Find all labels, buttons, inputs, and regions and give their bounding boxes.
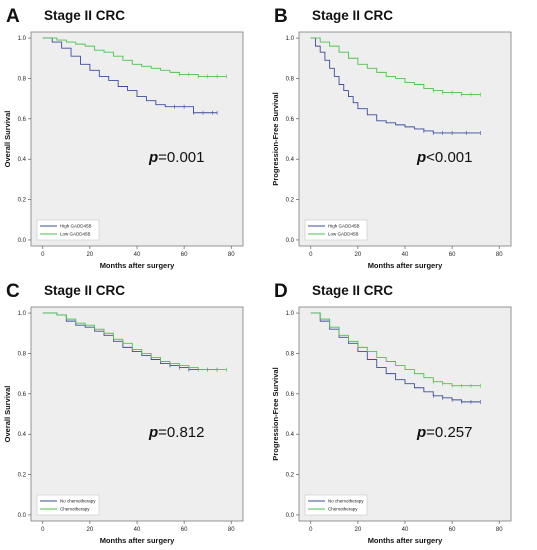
y-axis-label: Progression-Free Survival <box>271 367 280 460</box>
series-line-1 <box>42 37 218 114</box>
x-tick-label: 40 <box>134 527 141 533</box>
y-tick-label: 1.0 <box>286 36 295 42</box>
x-tick-label: 60 <box>181 252 188 258</box>
y-tick-label: 0.6 <box>286 392 295 398</box>
y-tick-label: 0.6 <box>18 392 27 398</box>
km-chart-a: A Stage II CRC 0.0 0.2 0.4 0.6 0.8 1.0 0 20 40 60 80… <box>3 6 244 270</box>
p-value-symbol: p <box>148 149 158 166</box>
x-tick-label: 40 <box>402 252 409 258</box>
x-tick-label: 40 <box>134 252 141 258</box>
panel-c: C Stage II CRC 0.0 0.2 0.4 0.6 0.8 1.0 0 20 40 60 80… <box>0 275 268 550</box>
y-axis-label: Overall Survival <box>3 111 12 168</box>
x-tick-label: 60 <box>449 527 456 533</box>
x-tick-label: 20 <box>355 252 362 258</box>
legend-label: High GADD45B <box>328 224 360 229</box>
legend-box <box>304 219 368 241</box>
y-tick-label: 0.0 <box>286 238 295 244</box>
y-tick-label: 0.4 <box>286 432 295 438</box>
plot-area <box>30 306 244 522</box>
y-tick-label: 0.2 <box>18 198 27 204</box>
p-value-number: =0.001 <box>158 149 204 166</box>
p-value: p=0.812 <box>148 424 204 441</box>
x-tick-label: 80 <box>496 527 503 533</box>
panel-letter: C <box>6 281 20 302</box>
y-tick-label: 0.0 <box>286 513 295 519</box>
y-tick-label: 0.6 <box>18 117 27 123</box>
y-tick-label: 0.2 <box>18 473 27 479</box>
plot-area <box>30 31 244 247</box>
legend-label: No chemotherapy <box>328 499 364 504</box>
panel-b: B Stage II CRC 0.0 0.2 0.4 0.6 0.8 1.0 0 20 40 60 80… <box>268 0 536 275</box>
chart-title: Stage II CRC <box>312 283 393 298</box>
plot-area <box>298 306 512 522</box>
legend-label: High GADD45B <box>60 224 92 229</box>
panel-letter: B <box>274 6 288 27</box>
y-tick-label: 0.8 <box>286 76 295 82</box>
y-tick-label: 0.8 <box>18 76 27 82</box>
p-value: p=0.001 <box>148 149 204 166</box>
legend-label: No chemotherapy <box>60 499 96 504</box>
y-tick-label: 0.2 <box>286 473 295 479</box>
panel-letter: D <box>274 281 288 302</box>
legend-label: Low GADD45B <box>328 232 359 237</box>
x-tick-label: 20 <box>87 527 94 533</box>
p-value-number: =0.257 <box>426 424 472 441</box>
legend-box <box>304 494 368 516</box>
y-tick-label: 0.4 <box>18 432 27 438</box>
y-tick-label: 1.0 <box>18 36 27 42</box>
x-tick-label: 0 <box>41 252 45 258</box>
legend-box <box>36 219 100 241</box>
x-axis-label: Months after surgery <box>368 536 443 545</box>
legend-label: Chemotherapy <box>328 507 358 512</box>
chart-title: Stage II CRC <box>312 8 393 23</box>
x-tick-label: 40 <box>402 527 409 533</box>
x-tick-label: 0 <box>309 252 313 258</box>
p-value-symbol: p <box>416 424 426 441</box>
x-tick-label: 20 <box>355 527 362 533</box>
panel-d: D Stage II CRC 0.0 0.2 0.4 0.6 0.8 1.0 0 20 40 60 80… <box>268 275 536 550</box>
y-tick-label: 0.8 <box>18 351 27 357</box>
x-tick-label: 0 <box>41 527 45 533</box>
legend-label: Chemotherapy <box>60 507 90 512</box>
y-tick-label: 0.0 <box>18 513 27 519</box>
y-axis-label: Progression-Free Survival <box>271 92 280 185</box>
p-value: p=0.257 <box>416 424 472 441</box>
chart-title: Stage II CRC <box>44 283 125 298</box>
y-axis-label: Overall Survival <box>3 386 12 443</box>
p-value-symbol: p <box>148 424 158 441</box>
p-value-number: <0.001 <box>426 149 472 166</box>
y-tick-label: 1.0 <box>286 311 295 317</box>
km-chart-d: D Stage II CRC 0.0 0.2 0.4 0.6 0.8 1.0 0 20 40 60 80… <box>271 281 512 545</box>
x-tick-label: 80 <box>228 527 235 533</box>
y-tick-label: 0.4 <box>18 157 27 163</box>
legend-label: Low GADD45B <box>60 232 91 237</box>
x-axis-label: Months after surgery <box>100 261 175 270</box>
y-tick-label: 0.6 <box>286 117 295 123</box>
x-tick-label: 80 <box>228 252 235 258</box>
x-tick-label: 0 <box>309 527 313 533</box>
p-value-symbol: p <box>416 149 426 166</box>
plot-area <box>298 31 512 247</box>
panel-a: A Stage II CRC 0.0 0.2 0.4 0.6 0.8 1.0 0 20 40 60 80… <box>0 0 268 275</box>
km-chart-c: C Stage II CRC 0.0 0.2 0.4 0.6 0.8 1.0 0 20 40 60 80… <box>3 281 244 545</box>
x-tick-label: 20 <box>87 252 94 258</box>
y-tick-label: 0.4 <box>286 157 295 163</box>
y-tick-label: 0.0 <box>18 238 27 244</box>
p-value-number: =0.812 <box>158 424 204 441</box>
p-value: p<0.001 <box>416 149 472 166</box>
x-axis-label: Months after surgery <box>368 261 443 270</box>
x-tick-label: 60 <box>449 252 456 258</box>
chart-title: Stage II CRC <box>44 8 125 23</box>
y-tick-label: 0.2 <box>286 198 295 204</box>
x-axis-label: Months after surgery <box>100 536 175 545</box>
km-chart-b: B Stage II CRC 0.0 0.2 0.4 0.6 0.8 1.0 0 20 40 60 80… <box>271 6 512 270</box>
series-line-2 <box>42 37 227 77</box>
legend-box <box>36 494 100 516</box>
x-tick-label: 80 <box>496 252 503 258</box>
panel-letter: A <box>6 6 20 27</box>
y-tick-label: 0.8 <box>286 351 295 357</box>
x-tick-label: 60 <box>181 527 188 533</box>
y-tick-label: 1.0 <box>18 311 27 317</box>
